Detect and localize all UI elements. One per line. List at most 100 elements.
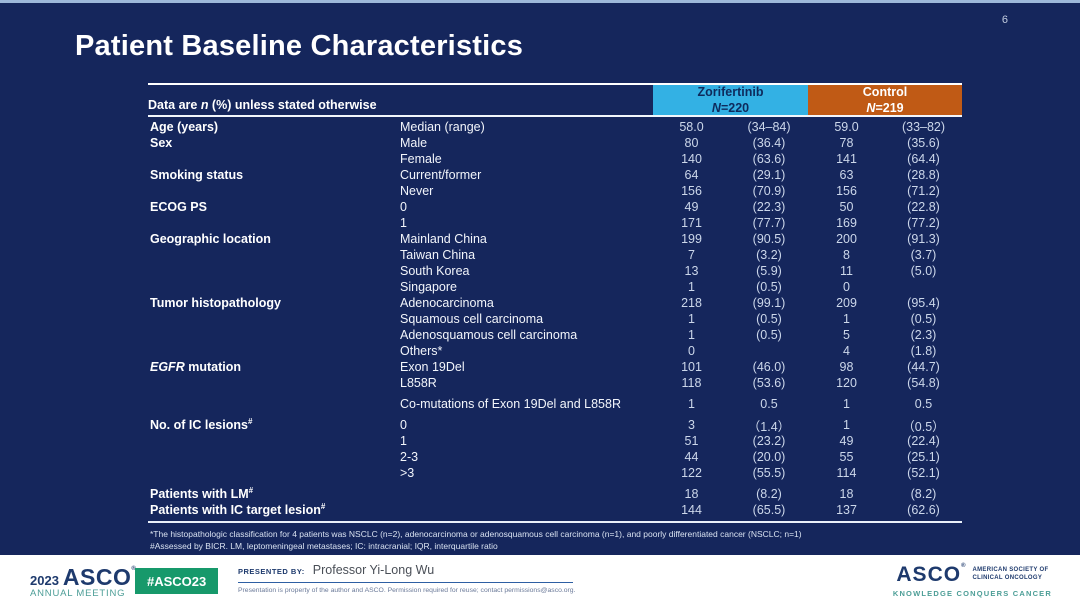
society-name: AMERICAN SOCIETY OF CLINICAL ONCOLOGY: [972, 567, 1049, 581]
table-row: 2-3 44 (20.0) 55 (25.1): [148, 449, 962, 465]
value-c_pct: (64.4): [907, 152, 940, 166]
value-z_n: 7: [688, 248, 695, 262]
value-c_pct: (54.8): [907, 376, 940, 390]
table-row: Tumor histopathology Adenocarcinoma 218 (99…: [148, 295, 962, 311]
value-c_pct: (33–82): [901, 120, 946, 134]
value-z_pct: (63.6): [752, 152, 786, 166]
table-row: ECOG PS 0 49 (22.3) 50 (22.8): [148, 199, 962, 215]
row-sublabel: Adenocarcinoma: [400, 296, 494, 310]
value-z_pct: (5.9): [756, 264, 782, 278]
row-sublabel: Current/former: [400, 168, 482, 182]
logo-year: 2023: [30, 573, 59, 588]
table-row: 1 171 (77.7) 169 (77.2): [148, 215, 962, 231]
value-c_n: 5: [843, 328, 850, 342]
row-sublabel: 0: [400, 200, 407, 214]
row-label: ECOG PS: [150, 200, 207, 214]
value-c_pct: (3.7): [910, 248, 937, 262]
value-z_pct: (22.3): [752, 200, 786, 214]
value-c_n: 120: [836, 376, 857, 390]
row-sublabel: 2-3: [400, 450, 419, 464]
value-c_pct: (22.4): [907, 434, 940, 448]
row-sublabel: >3: [400, 466, 415, 480]
table-row: South Korea 13 (5.9) 11 (5.0): [148, 263, 962, 279]
table-row: Female 140 (63.6) 141 (64.4): [148, 151, 962, 167]
page-number: 6: [1001, 14, 1008, 26]
value-z_n: 1: [688, 312, 695, 326]
row-label: Sex: [150, 136, 173, 150]
table-row: EGFR mutation Exon 19Del 101 (46.0) 98 (44.7): [148, 359, 962, 375]
value-z_pct: (3.2): [756, 248, 782, 262]
value-z_n: 122: [681, 466, 702, 480]
presenter-name: Professor Yi-Long Wu: [312, 563, 435, 577]
row-sublabel: Co-mutations of Exon 19Del and L858R: [400, 397, 621, 411]
value-c_pct: (91.3): [907, 232, 940, 246]
value-z_pct: (34–84): [747, 120, 791, 134]
presented-by-label: PRESENTED BY:: [238, 567, 305, 576]
value-c_pct: (28.8): [907, 168, 940, 182]
value-z_n: 199: [681, 232, 702, 246]
table-row: Squamous cell carcinoma 1 (0.5) 1 (0.5): [148, 311, 962, 327]
footnote-line: *The histopathologic classification for …: [150, 529, 802, 539]
row-label: Patients with LM#: [150, 486, 254, 502]
value-c_n: 169: [836, 216, 857, 230]
footnotes: *The histopathologic classification for …: [150, 528, 802, 553]
value-z_pct: (99.1): [752, 296, 786, 310]
table-row: Others* 0 4 (1.8): [148, 343, 962, 359]
value-z_pct: (8.2): [756, 487, 782, 501]
row-sublabel: L858R: [400, 376, 437, 390]
row-sublabel: Taiwan China: [400, 248, 476, 262]
value-c_n: 49: [839, 434, 854, 448]
value-z_n: 1: [688, 280, 695, 294]
value-c_n: 200: [836, 232, 857, 246]
value-c_n: 114: [836, 466, 857, 480]
value-z_n: 80: [684, 136, 699, 150]
hashtag-badge: #ASCO23: [135, 568, 219, 594]
col-header-zorifertinib: Zorifertinib N=220: [653, 85, 808, 115]
presented-by-block: PRESENTED BY: Professor Yi-Long Wu Prese…: [238, 563, 578, 594]
value-c_pct: (0.5): [910, 312, 937, 326]
footnote-line: #Assessed by BICR. LM, leptomeningeal me…: [150, 541, 498, 552]
table-row: >3 122 (55.5) 114 (52.1): [148, 465, 962, 481]
asco-annual-meeting-logo: 2023 ASCO® ANNUAL MEETING: [30, 566, 136, 600]
value-c_n: 1: [843, 418, 850, 432]
logo-annual-meeting: ANNUAL MEETING: [30, 588, 126, 599]
value-z_n: 64: [684, 168, 699, 182]
slide-top-border: [0, 0, 1080, 3]
table-row: Never 156 (70.9) 156 (71.2): [148, 183, 962, 199]
row-label: Patients with IC target lesion#: [150, 502, 326, 518]
table-row: Adenosquamous cell carcinoma 1 (0.5) 5 (2.3): [148, 327, 962, 343]
row-sublabel: Adenosquamous cell carcinoma: [400, 328, 578, 342]
row-label: Tumor histopathology: [150, 296, 282, 310]
value-z_n: 144: [681, 503, 702, 517]
value-z_pct: (55.5): [752, 466, 786, 480]
value-z_n: 44: [684, 450, 699, 464]
value-z_pct: (70.9): [752, 184, 786, 198]
asco-society-logo: ASCO® AMERICAN SOCIETY OF CLINICAL ONCOL…: [893, 563, 1052, 598]
value-z_pct: (29.1): [752, 168, 786, 182]
baseline-characteristics-table: Data are n (%) unless stated otherwise Z…: [148, 83, 962, 523]
table-caption: Data are n (%) unless stated otherwise: [148, 98, 377, 112]
row-sublabel: Never: [400, 184, 434, 198]
row-label: Age (years): [150, 120, 219, 134]
row-label: EGFR mutation: [150, 360, 241, 374]
row-label: Smoking status: [150, 168, 244, 182]
value-c_pct: （0.5）: [902, 419, 945, 434]
row-sublabel: South Korea: [400, 264, 470, 278]
row-label: Geographic location: [150, 232, 271, 246]
value-z_n: 0: [688, 344, 695, 358]
value-c_n: 55: [839, 450, 854, 464]
table-header: Data are n (%) unless stated otherwise Z…: [148, 83, 962, 117]
row-sublabel: Exon 19Del: [400, 360, 465, 374]
value-c_n: 0: [843, 280, 850, 294]
table-row: Sex Male 80 (36.4) 78 (35.6): [148, 135, 962, 151]
disclaimer-text: Presentation is property of the author a…: [238, 587, 576, 594]
footer-bar: 2023 ASCO® ANNUAL MEETING #ASCO23 PRESEN…: [0, 555, 1080, 608]
table-rows: Age (years) Median (range) 58.0 (34–84) 59.0…: [148, 117, 962, 523]
value-z_n: 18: [684, 487, 699, 501]
value-z_n: 58.0: [679, 120, 704, 134]
value-z_pct: (36.4): [752, 136, 786, 150]
value-c_pct: (62.6): [907, 503, 940, 517]
value-c_pct: (1.8): [910, 344, 937, 358]
row-sublabel: 1: [400, 216, 407, 230]
